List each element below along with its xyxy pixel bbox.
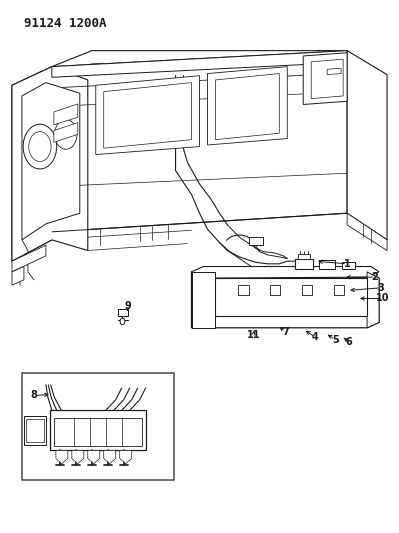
Polygon shape [334, 285, 344, 295]
Polygon shape [238, 285, 249, 295]
Polygon shape [12, 266, 24, 285]
Polygon shape [12, 245, 46, 272]
Polygon shape [12, 67, 52, 261]
Circle shape [120, 318, 125, 325]
Polygon shape [215, 74, 279, 140]
Polygon shape [72, 450, 84, 464]
Polygon shape [54, 104, 78, 125]
Circle shape [55, 119, 77, 149]
Polygon shape [118, 309, 128, 316]
Text: 10: 10 [376, 294, 390, 303]
Polygon shape [50, 410, 146, 450]
Circle shape [29, 132, 51, 161]
Polygon shape [12, 67, 88, 261]
Polygon shape [327, 68, 341, 75]
Polygon shape [347, 213, 387, 251]
Circle shape [23, 124, 57, 169]
Polygon shape [88, 450, 100, 464]
Polygon shape [52, 51, 347, 77]
Polygon shape [298, 254, 310, 259]
Text: 5: 5 [332, 335, 338, 344]
Polygon shape [104, 83, 192, 148]
Bar [22, 373, 174, 480]
Polygon shape [52, 51, 347, 232]
Text: 4: 4 [312, 332, 318, 342]
Polygon shape [192, 266, 379, 278]
Text: 2: 2 [372, 272, 378, 282]
Polygon shape [54, 123, 78, 142]
Polygon shape [342, 262, 355, 269]
Polygon shape [120, 450, 132, 464]
Polygon shape [367, 272, 379, 328]
Polygon shape [96, 76, 200, 155]
Polygon shape [295, 259, 313, 269]
Polygon shape [215, 278, 367, 316]
Polygon shape [319, 260, 335, 269]
Text: 9: 9 [124, 302, 131, 311]
Polygon shape [249, 237, 263, 245]
Polygon shape [104, 450, 116, 464]
Polygon shape [347, 51, 387, 240]
Polygon shape [303, 53, 347, 104]
Text: 7: 7 [282, 327, 288, 336]
Text: 1: 1 [344, 259, 350, 269]
Polygon shape [270, 285, 280, 295]
Polygon shape [192, 272, 215, 328]
Text: 8: 8 [30, 391, 38, 400]
Polygon shape [311, 59, 343, 99]
Polygon shape [302, 285, 312, 295]
Polygon shape [52, 51, 383, 91]
Polygon shape [56, 450, 68, 464]
Polygon shape [192, 272, 379, 328]
Polygon shape [54, 418, 142, 446]
Polygon shape [207, 67, 287, 145]
Text: 6: 6 [346, 337, 352, 347]
Text: 11: 11 [247, 330, 260, 340]
Polygon shape [26, 419, 44, 442]
Polygon shape [22, 83, 80, 240]
Text: 91124 1200A: 91124 1200A [24, 17, 107, 30]
Polygon shape [24, 416, 46, 445]
Text: 3: 3 [378, 283, 384, 293]
